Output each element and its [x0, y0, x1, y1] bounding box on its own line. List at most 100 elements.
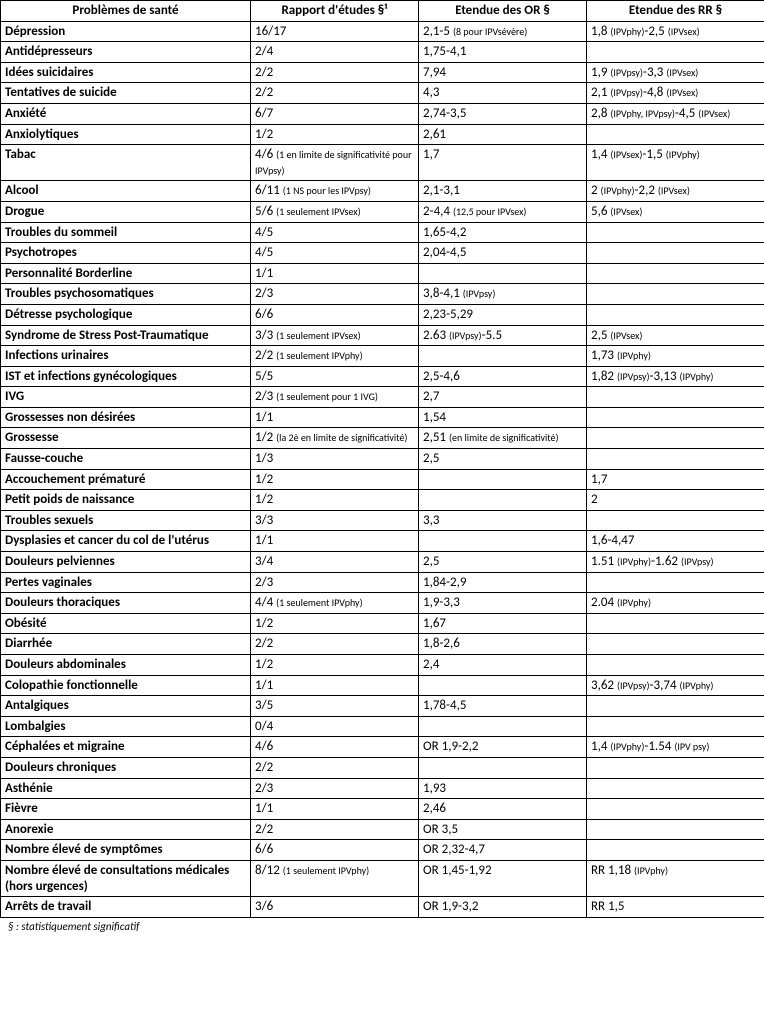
cell-rapport: 2/2: [251, 83, 419, 104]
cell-rapport: 6/11 (1 NS pour les IPVpsy): [251, 181, 419, 202]
cell-rapport: 2/3: [251, 572, 419, 593]
row-label: Nombre élevé de symptômes: [1, 840, 251, 861]
cell-rapport: 3/3 (1 seulement IPVsex): [251, 325, 419, 346]
cell-or: 1,84-2,9: [419, 572, 587, 593]
cell-rapport: 2/3: [251, 778, 419, 799]
cell-rapport: 8/12 (1 seulement IPVphy): [251, 860, 419, 896]
cell-rr: [587, 304, 764, 325]
table-row: Troubles psychosomatiques2/33,8-4,1 (IPV…: [1, 284, 764, 305]
row-label: Dépression: [1, 21, 251, 42]
table-row: Détresse psychologique6/62,23-5,29: [1, 304, 764, 325]
cell-rr: 2 (IPVphy)-2,2 (IPVsex): [587, 181, 764, 202]
cell-or: [419, 675, 587, 696]
cell-rr: [587, 634, 764, 655]
cell-rapport: 6/6: [251, 304, 419, 325]
cell-or: [419, 716, 587, 737]
table-row: Antidépresseurs2/41,75-4,1: [1, 42, 764, 63]
cell-or: 1,78-4,5: [419, 696, 587, 717]
cell-or: [419, 531, 587, 552]
table-row: Tabac4/6 (1 en limite de significativité…: [1, 145, 764, 181]
row-label: Petit poids de naissance: [1, 490, 251, 511]
table-row: Idées suicidaires2/27,941,9 (IPVpsy)-3,3…: [1, 62, 764, 83]
table-row: Pertes vaginales2/31,84-2,9: [1, 572, 764, 593]
cell-rr: [587, 696, 764, 717]
table-row: Diarrhée2/21,8-2,6: [1, 634, 764, 655]
cell-or: OR 2,32-4,7: [419, 840, 587, 861]
table-row: Obésité1/21,67: [1, 613, 764, 634]
table-row: Douleurs chroniques2/2: [1, 757, 764, 778]
table-row: Anorexie2/2OR 3,5: [1, 819, 764, 840]
cell-rr: 2: [587, 490, 764, 511]
table-row: Tentatives de suicide2/24,32,1 (IPVpsy)-…: [1, 83, 764, 104]
table-row: Asthénie2/31,93: [1, 778, 764, 799]
cell-rapport: 0/4: [251, 716, 419, 737]
cell-rapport: 6/6: [251, 840, 419, 861]
cell-rapport: 1/1: [251, 675, 419, 696]
table-row: IVG2/3 (1 seulement pour 1 IVG)2,7: [1, 387, 764, 408]
row-label: Asthénie: [1, 778, 251, 799]
table-row: Petit poids de naissance1/22: [1, 490, 764, 511]
cell-rapport: 1/3: [251, 449, 419, 470]
cell-rapport: 2/3: [251, 284, 419, 305]
cell-rr: 1,4 (IPVphy)-1.54 (IPV psy): [587, 737, 764, 758]
cell-rapport: 4/6: [251, 737, 419, 758]
cell-rr: [587, 407, 764, 428]
cell-or: 2,51 (en limite de significativité): [419, 428, 587, 449]
cell-rr: [587, 42, 764, 63]
cell-or: 2,61: [419, 124, 587, 145]
row-label: Colopathie fonctionnelle: [1, 675, 251, 696]
cell-rr: [587, 716, 764, 737]
row-label: Tabac: [1, 145, 251, 181]
row-label: Idées suicidaires: [1, 62, 251, 83]
table-row: Psychotropes4/52,04-4,5: [1, 243, 764, 264]
row-label: Anxiété: [1, 103, 251, 124]
cell-rr: 1.51 (IPVphy)-1.62 (IPVpsy): [587, 552, 764, 573]
cell-rr: [587, 284, 764, 305]
row-label: Alcool: [1, 181, 251, 202]
row-label: Obésité: [1, 613, 251, 634]
row-label: Pertes vaginales: [1, 572, 251, 593]
table-row: Nombre élevé de consultations médicales …: [1, 860, 764, 896]
cell-rapport: 1/2: [251, 613, 419, 634]
row-label: Anorexie: [1, 819, 251, 840]
row-label: Grossesses non désirées: [1, 407, 251, 428]
row-label: Dysplasies et cancer du col de l'utérus: [1, 531, 251, 552]
table-row: Infections urinaires2/2 (1 seulement IPV…: [1, 346, 764, 367]
cell-rr: [587, 124, 764, 145]
row-label: Grossesse: [1, 428, 251, 449]
cell-rapport: 4/5: [251, 243, 419, 264]
table-header-row: Problèmes de santé Rapport d'études §¹ E…: [1, 1, 764, 22]
col-header-rapport: Rapport d'études §¹: [251, 1, 419, 22]
cell-rapport: 5/6 (1 seulement IPVsex): [251, 201, 419, 222]
health-problems-table: Problèmes de santé Rapport d'études §¹ E…: [0, 0, 764, 918]
cell-rapport: 2/3 (1 seulement pour 1 IVG): [251, 387, 419, 408]
cell-rr: [587, 655, 764, 676]
table-row: Drogue5/6 (1 seulement IPVsex)2-4,4 (12,…: [1, 201, 764, 222]
row-label: Douleurs pelviennes: [1, 552, 251, 573]
cell-rapport: 16/17: [251, 21, 419, 42]
cell-rapport: 2/2: [251, 634, 419, 655]
cell-rr: [587, 243, 764, 264]
col-header-rr: Etendue des RR §: [587, 1, 764, 22]
table-row: Nombre élevé de symptômes6/6OR 2,32-4,7: [1, 840, 764, 861]
col-header-problemes: Problèmes de santé: [1, 1, 251, 22]
cell-rapport: 2/4: [251, 42, 419, 63]
cell-or: OR 3,5: [419, 819, 587, 840]
table-row: Anxiété6/72,74-3,52,8 (IPVphy, IPVpsy)-4…: [1, 103, 764, 124]
cell-rr: [587, 819, 764, 840]
cell-or: 2-4,4 (12,5 pour IPVsex): [419, 201, 587, 222]
cell-rapport: 4/4 (1 seulement IPVphy): [251, 593, 419, 614]
cell-rapport: 1/1: [251, 407, 419, 428]
cell-rapport: 1/2: [251, 124, 419, 145]
cell-rr: 2,8 (IPVphy, IPVpsy)-4,5 (IPVsex): [587, 103, 764, 124]
col-header-or: Etendue des OR §: [419, 1, 587, 22]
table-row: IST et infections gynécologiques5/52,5-4…: [1, 366, 764, 387]
cell-or: 1,75-4,1: [419, 42, 587, 63]
cell-rapport: 1/1: [251, 799, 419, 820]
cell-rr: [587, 263, 764, 284]
cell-rr: 1,4 (IPVsex)-1,5 (IPVphy): [587, 145, 764, 181]
cell-rapport: 1/2: [251, 469, 419, 490]
row-label: Douleurs chroniques: [1, 757, 251, 778]
cell-or: 7,94: [419, 62, 587, 83]
cell-or: 2,5: [419, 449, 587, 470]
